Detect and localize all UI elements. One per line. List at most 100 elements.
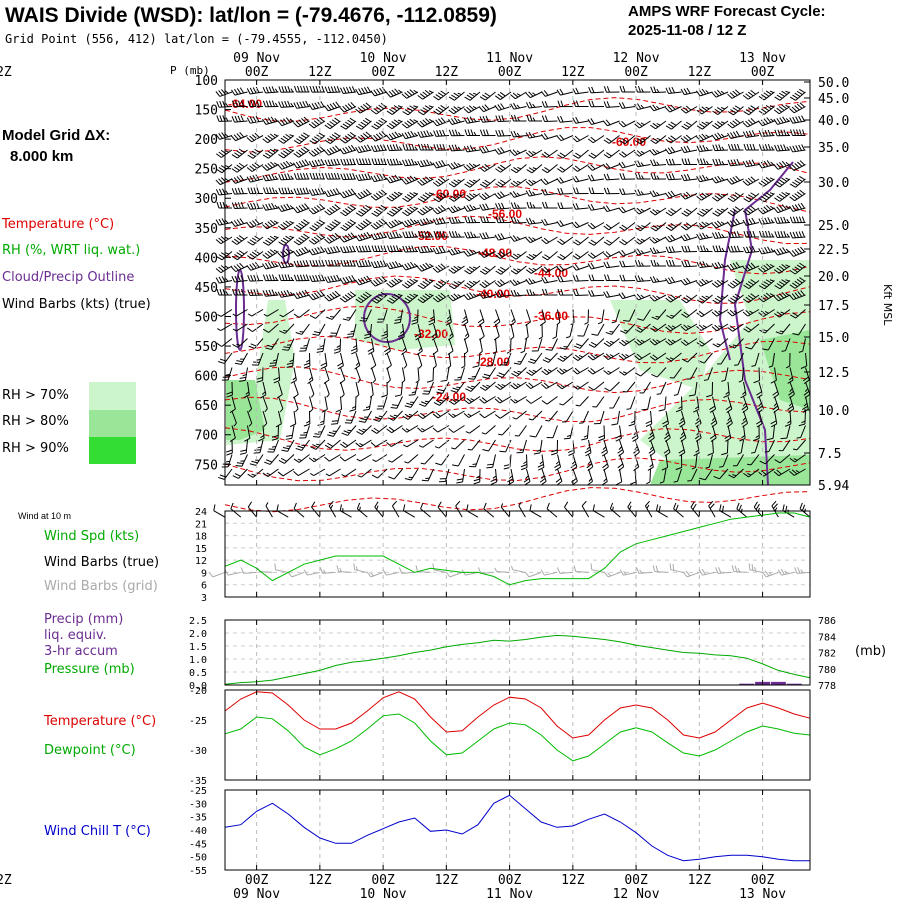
upper-air-wind-barb [355,439,372,448]
upper-air-wind-barb [759,230,775,238]
true-wind-barb [265,502,273,518]
grid-wind-barb [794,567,811,574]
upper-air-wind-barb [634,260,651,267]
upper-air-wind-barb [712,245,729,253]
upper-air-wind-barb [247,235,264,246]
upper-air-wind-barb [355,291,372,304]
temperature-panel-frame [224,689,811,781]
upper-air-wind-barb [494,233,512,241]
upper-air-wind-barb [388,468,403,480]
upper-air-wind-barb [510,381,527,390]
upper-air-wind-barb [525,381,543,390]
upper-air-wind-barb [603,251,620,258]
grid-wind-barb [477,567,494,574]
legend-rh: RH (%, WRT liq. wat.) [2,243,141,258]
upper-air-wind-barb [602,119,620,127]
upper-air-wind-barb [278,396,284,413]
upper-air-wind-barb [726,410,733,428]
upper-air-wind-barb [401,118,419,129]
upper-air-wind-barb [680,338,698,346]
upper-air-wind-barb [309,381,315,398]
upper-air-wind-barb [570,454,578,472]
upper-air-wind-barb [229,425,236,442]
upper-air-wind-barb [447,205,465,214]
upper-air-wind-barb [696,294,713,304]
upper-air-wind-barb [587,262,605,270]
upper-air-wind-barb [775,323,791,335]
upper-air-wind-barb [293,309,310,318]
upper-air-wind-barb [711,231,729,239]
kft-tick-label: 12.5 [818,366,849,381]
upper-air-wind-barb [216,251,233,261]
upper-air-wind-barb [385,131,403,141]
upper-air-wind-barb [556,367,574,375]
upper-air-wind-barb [417,279,434,290]
grid-wind-barb [748,563,763,573]
upper-air-wind-barb [481,425,496,435]
upper-air-wind-barb [324,439,341,449]
legend-wind-speed: Wind Spd (kts) [44,529,140,544]
upper-air-wind-barb [773,160,791,170]
upper-air-wind-barb [696,323,713,331]
upper-air-wind-barb [727,206,744,217]
grid-wind-barb [682,570,700,578]
upper-air-wind-barb [417,192,434,203]
grid-wind-barb [208,571,226,578]
upper-air-wind-barb [403,439,419,448]
upper-air-wind-barb [417,245,434,254]
upper-air-wind-barb [216,115,233,122]
upper-air-wind-barb [789,160,806,171]
kft-tick-label: 15.0 [818,331,849,346]
upper-air-wind-barb [743,468,760,478]
upper-air-wind-barb [734,352,744,366]
upper-air-wind-barb [588,274,605,282]
upper-air-wind-barb [591,323,605,336]
upper-air-wind-barb [634,135,651,145]
upper-air-wind-barb [417,410,434,419]
upper-air-wind-barb [510,164,527,174]
upper-air-wind-barb [587,135,605,144]
temperature-label: -40.00 [476,287,510,301]
upper-air-wind-barb [572,135,589,143]
upper-air-wind-barb [509,191,527,198]
upper-air-wind-barb [742,262,760,272]
upper-air-wind-barb [477,309,485,327]
kft-tick-label: 20.0 [818,270,849,285]
upper-air-wind-barb [727,143,744,151]
upper-air-wind-barb [417,130,434,138]
upper-air-wind-barb [324,188,341,198]
upper-air-wind-barb [678,439,686,457]
upper-air-wind-barb [789,216,806,224]
upper-air-wind-barb [411,309,419,325]
upper-air-wind-barb [565,323,574,339]
upper-air-wind-barb [402,278,419,289]
upper-air-wind-barb [494,103,512,111]
upper-air-wind-barb [246,262,264,271]
legend-3hr-accum: 3-hr accum [44,644,118,659]
pressure-tick-label: 100 [195,74,218,89]
upper-air-wind-barb [604,381,620,392]
upper-air-wind-barb [696,144,713,152]
upper-air-wind-barb [796,425,806,439]
true-wind-barb [771,500,779,518]
upper-air-wind-barb [386,439,403,447]
upper-air-wind-barb [650,120,667,130]
upper-air-wind-barb [541,178,558,186]
upper-air-wind-barb [247,396,253,413]
upper-air-wind-barb [758,263,775,273]
upper-air-wind-barb [324,117,341,130]
upper-air-wind-barb [555,468,563,486]
upper-air-wind-barb [262,289,279,297]
upper-air-wind-barb [648,425,655,443]
upper-air-wind-barb [520,338,527,354]
dewpoint-line [224,713,811,762]
upper-air-wind-barb [711,89,729,98]
upper-air-wind-barb [665,104,682,113]
upper-air-wind-barb [742,217,760,226]
upper-air-wind-barb [615,425,622,442]
upper-air-wind-barb [433,192,450,203]
upper-air-wind-barb [277,160,295,170]
upper-air-wind-barb [539,468,547,486]
upper-air-wind-barb [637,309,651,321]
upper-air-wind-barb [354,352,361,370]
